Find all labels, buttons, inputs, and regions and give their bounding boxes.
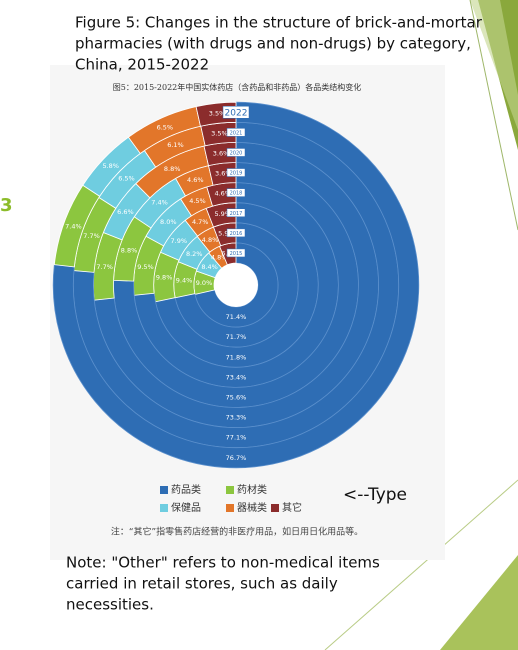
data-label: 9.0% — [196, 279, 213, 287]
legend-swatch — [226, 504, 234, 512]
year-label: 2022 — [225, 108, 248, 118]
note: necessities. — [66, 596, 154, 614]
title: pharmacies (with drugs and non-drugs) by… — [75, 35, 471, 53]
legend-label: 保健品 — [171, 501, 201, 514]
data-label: 8.4% — [201, 263, 218, 271]
data-label: 3.6% — [215, 169, 232, 177]
legend-label: 药材类 — [237, 483, 267, 496]
decor — [469, 0, 518, 231]
year-box — [226, 228, 246, 238]
center-hole — [214, 263, 258, 307]
decor — [324, 479, 518, 650]
legend-swatch — [226, 486, 234, 494]
data-label: 9.8% — [156, 274, 173, 282]
legend-label: 药品类 — [171, 483, 201, 496]
data-label: 3.6% — [213, 149, 230, 157]
legend-swatch — [160, 504, 168, 512]
side-number: 3 — [0, 195, 13, 216]
year-label: 2018 — [230, 191, 243, 197]
data-label: 4.8% — [202, 236, 219, 244]
data-label: 4.5% — [189, 197, 206, 205]
data-label: 7.7% — [83, 232, 100, 240]
data-label: 5.8% — [102, 162, 119, 170]
year-box — [226, 128, 246, 137]
data-label: 4.6% — [187, 176, 204, 184]
year-box — [226, 148, 246, 157]
data-label: 7.4% — [65, 223, 82, 231]
data-label: 8.0% — [160, 218, 177, 226]
legend-swatch — [271, 504, 279, 512]
data-label: 6.5% — [118, 175, 135, 183]
year-box — [222, 106, 250, 119]
decor — [470, 0, 518, 130]
data-label: 71.4% — [226, 313, 247, 321]
year-box — [226, 188, 246, 197]
footnote: 注：“其它”指零售药店经营的非医疗用品，如日用日化用品等。 — [111, 526, 363, 538]
data-label: 73.3% — [226, 414, 247, 422]
legend-label: 器械类 — [237, 501, 267, 514]
data-label: 8.2% — [186, 250, 203, 258]
data-label: 7.9% — [171, 237, 188, 245]
year-label: 2020 — [230, 150, 243, 156]
data-label: 7.7% — [96, 263, 113, 271]
note: carried in retail stores, such as daily — [66, 575, 338, 593]
data-label: 6.1% — [167, 141, 184, 149]
data-label: 71.7% — [226, 333, 247, 341]
data-label: 3.5% — [209, 109, 226, 117]
data-label: 71.8% — [226, 353, 247, 361]
year-label: 2015 — [230, 251, 243, 257]
data-label: 3.5% — [211, 129, 228, 137]
data-label: 75.6% — [226, 393, 247, 401]
year-box — [226, 248, 246, 258]
pointer: <--Type — [343, 485, 407, 505]
year-box — [226, 168, 246, 177]
data-label: 4.6% — [214, 190, 231, 198]
chart-title: 图5：2015-2022年中国实体药店（含药品和非药品）各品类结构变化 — [113, 82, 362, 92]
title: China, 2015-2022 — [75, 56, 209, 74]
note: Note: "Other" refers to non-medical item… — [66, 554, 380, 572]
legend-label: 其它 — [282, 501, 302, 514]
data-label: 9.5% — [137, 263, 154, 271]
year-box — [226, 208, 246, 217]
title: Figure 5: Changes in the structure of br… — [75, 14, 483, 32]
year-label: 2017 — [230, 211, 243, 217]
data-label: 73.4% — [226, 373, 247, 381]
year-label: 2016 — [230, 231, 243, 237]
decor — [440, 555, 518, 650]
data-label: 6.5% — [157, 124, 174, 132]
data-label: 5.9% — [214, 210, 231, 218]
data-label: 5.9% — [218, 230, 235, 238]
data-label: 4.7% — [192, 218, 209, 226]
data-label: 4.8% — [211, 254, 228, 262]
year-label: 2019 — [230, 171, 243, 177]
data-label: 9.4% — [176, 276, 193, 284]
data-label: 77.1% — [226, 434, 247, 442]
data-label: 7.4% — [151, 199, 168, 207]
data-label: 6.6% — [117, 208, 134, 216]
ring-segment — [52, 101, 420, 469]
legend-swatch — [160, 486, 168, 494]
data-label: 76.7% — [226, 454, 247, 462]
data-label: 8.8% — [121, 246, 138, 254]
data-label: 8.8% — [164, 165, 181, 173]
year-label: 2021 — [230, 130, 243, 136]
